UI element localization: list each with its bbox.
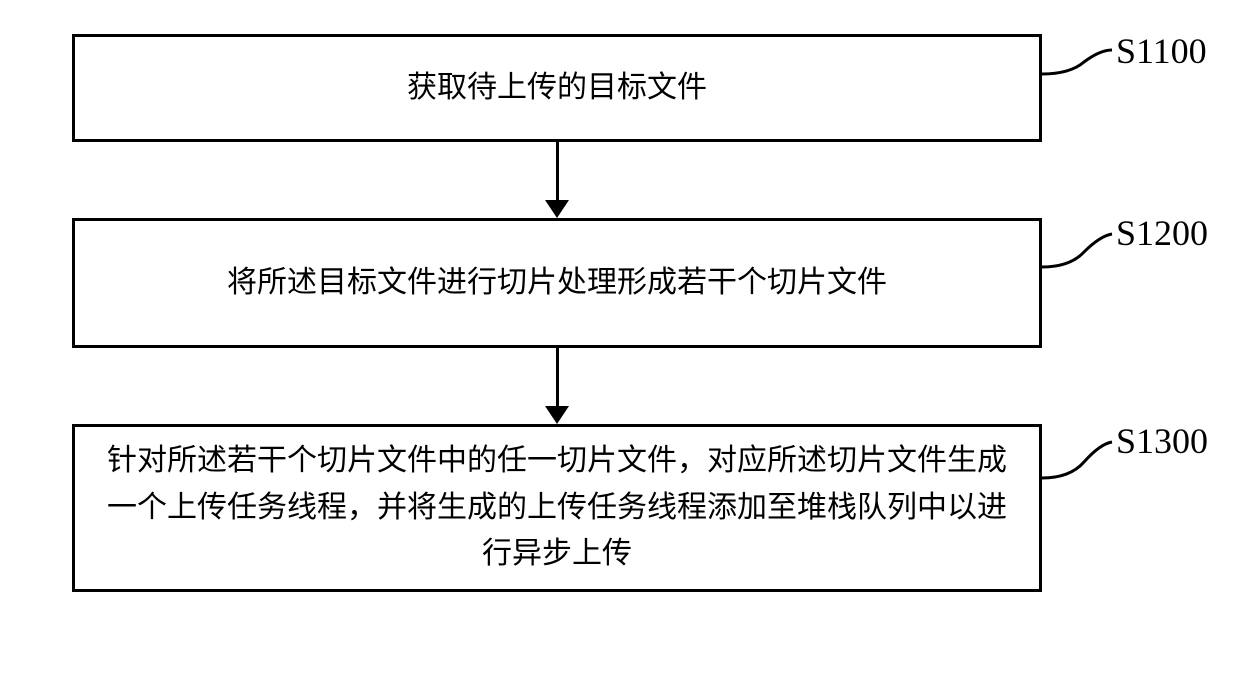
- flow-step-s1300: 针对所述若干个切片文件中的任一切片文件，对应所述切片文件生成一个上传任务线程，并…: [72, 424, 1042, 592]
- flow-step-text: 获取待上传的目标文件: [407, 65, 707, 112]
- flow-step-text: 将所述目标文件进行切片处理形成若干个切片文件: [227, 260, 887, 307]
- flow-step-text: 针对所述若干个切片文件中的任一切片文件，对应所述切片文件生成一个上传任务线程，并…: [95, 438, 1019, 578]
- step-label-s1100: S1100: [1116, 30, 1207, 72]
- flow-arrow-1-line: [556, 142, 559, 200]
- flow-step-s1200: 将所述目标文件进行切片处理形成若干个切片文件: [72, 218, 1042, 348]
- step-label-s1300: S1300: [1116, 420, 1208, 462]
- flow-step-s1100: 获取待上传的目标文件: [72, 34, 1042, 142]
- flow-arrow-2-line: [556, 348, 559, 406]
- step-label-s1200: S1200: [1116, 212, 1208, 254]
- flow-arrow-1-head: [545, 200, 569, 218]
- flow-arrow-2-head: [545, 406, 569, 424]
